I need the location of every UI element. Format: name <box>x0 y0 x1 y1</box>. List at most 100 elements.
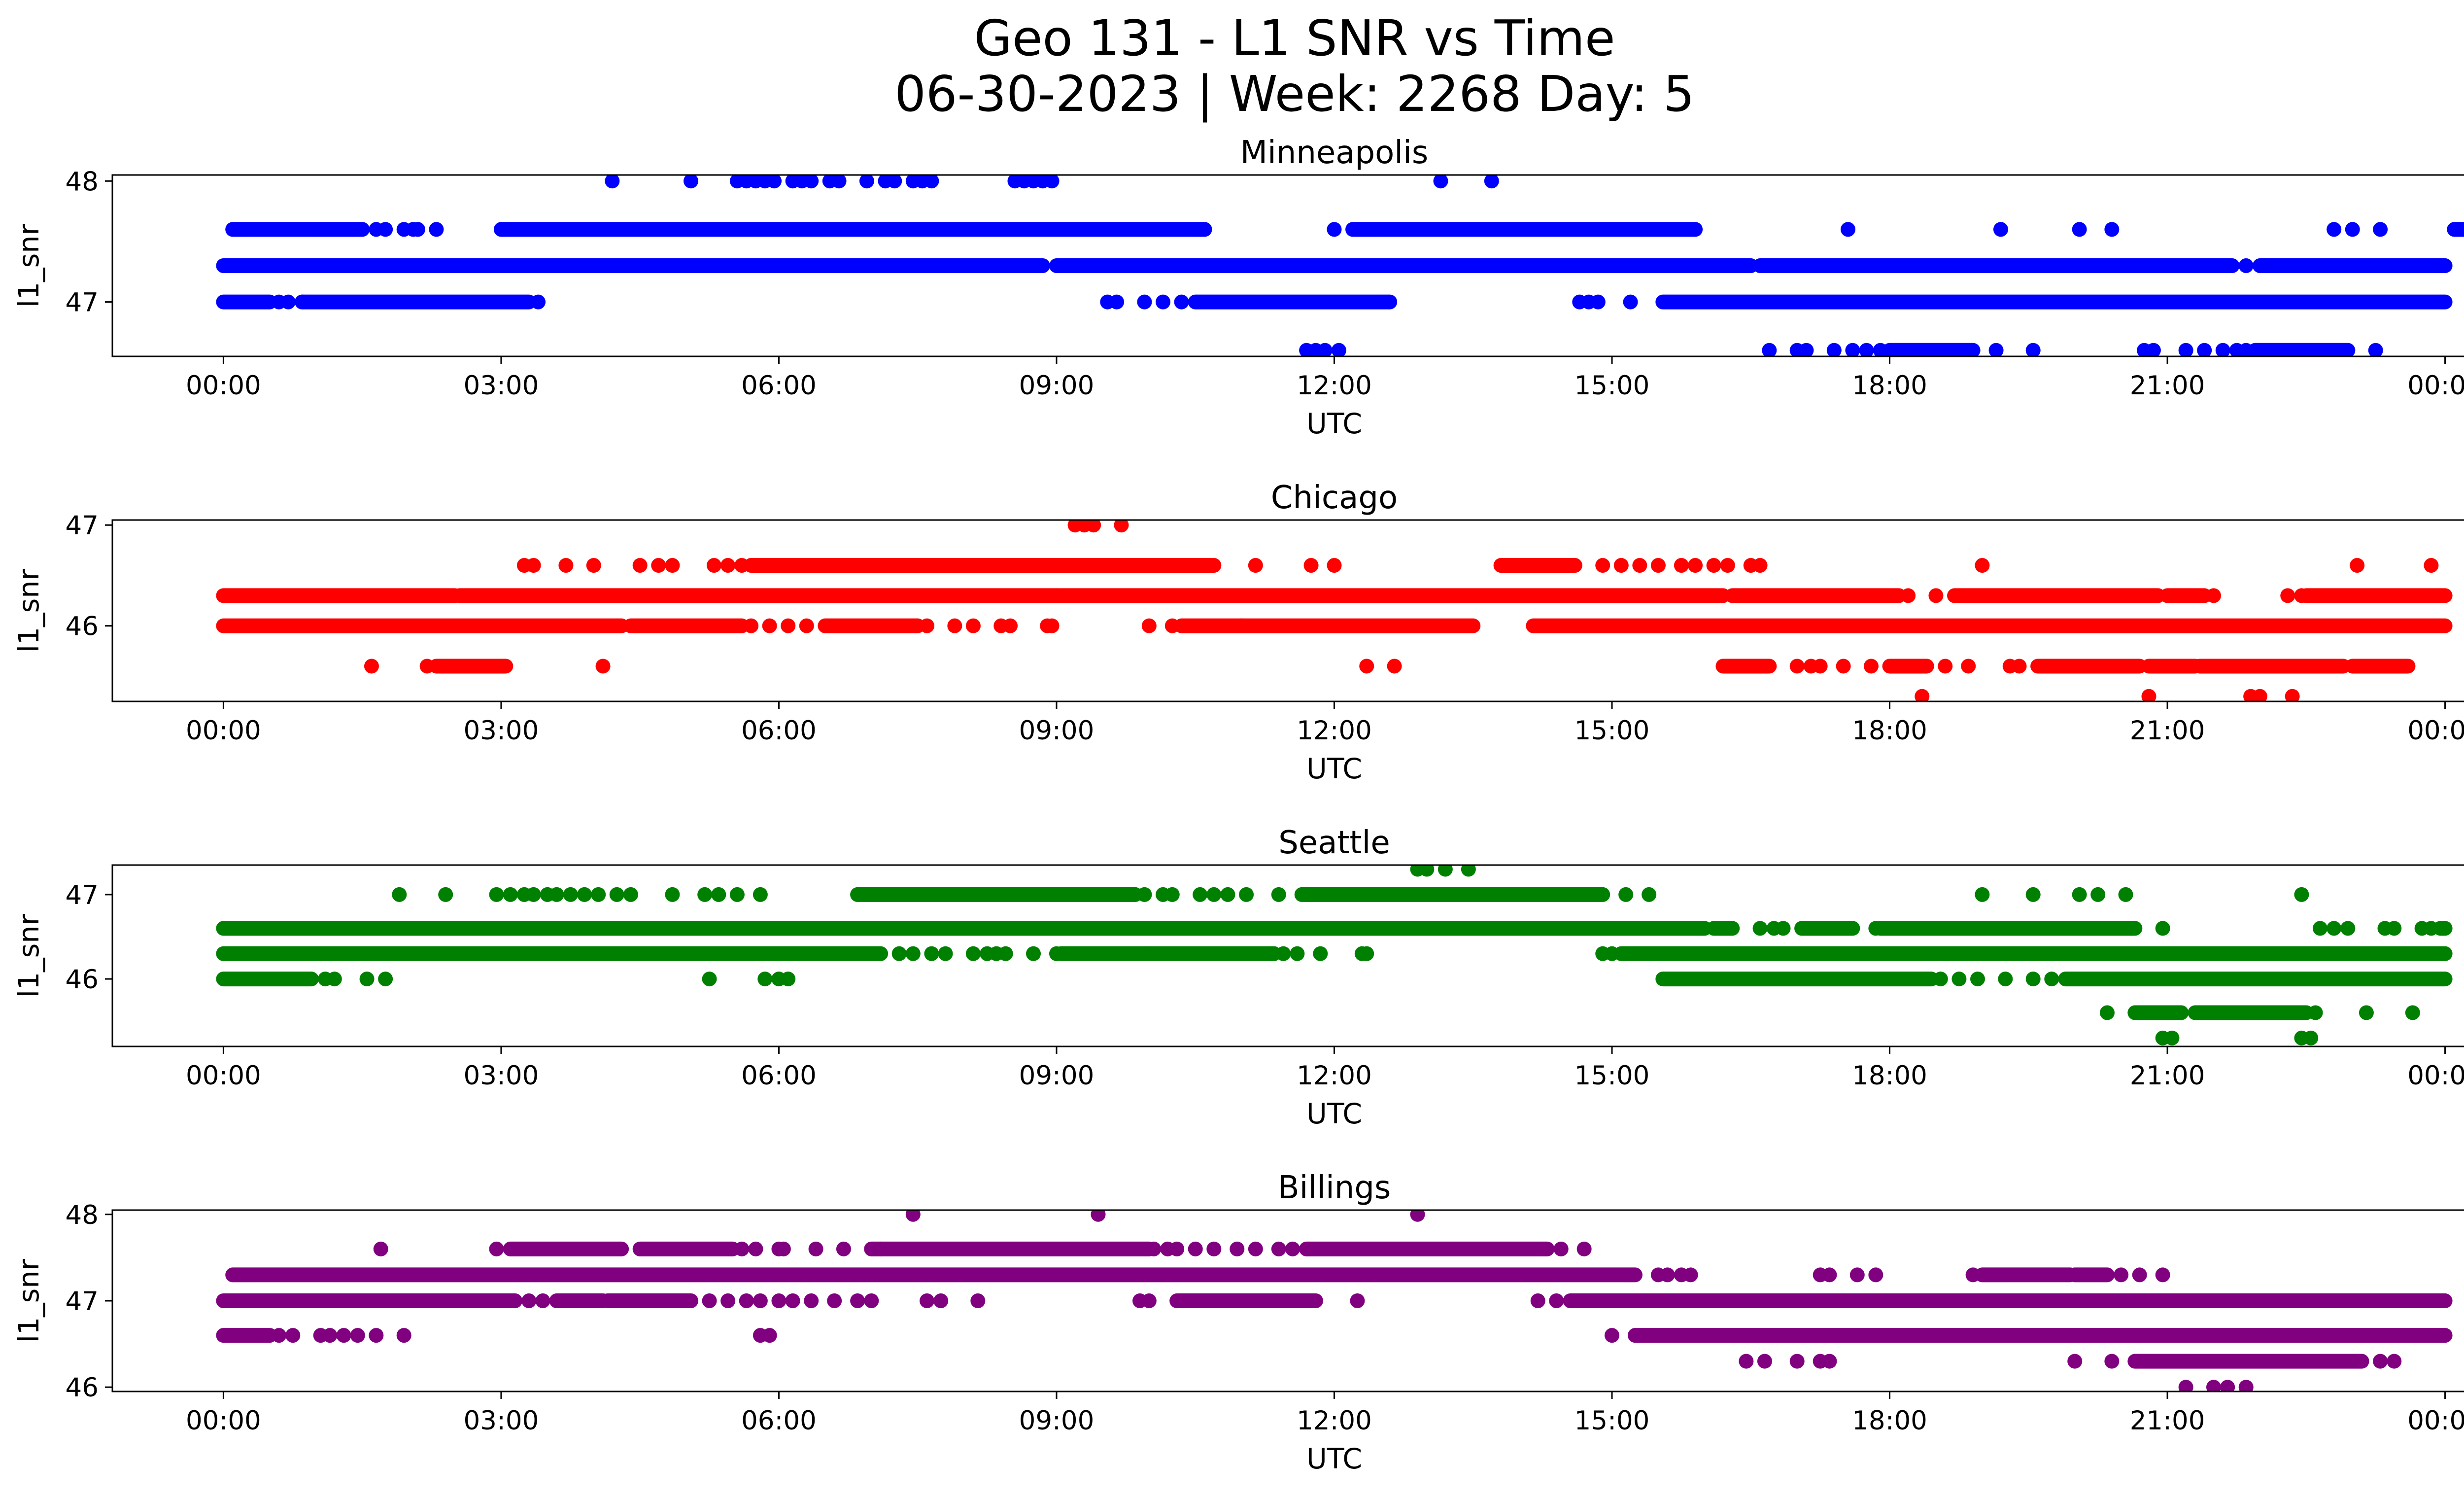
data-point-46-1 <box>327 972 342 987</box>
data-point-46-6 <box>965 618 981 633</box>
data-point-45.6-1 <box>2308 1005 2323 1020</box>
data-point-47-9 <box>827 1293 842 1308</box>
data-point-46.3-7 <box>998 946 1013 961</box>
data-point-47.3-10 <box>2132 1267 2147 1283</box>
data-point-46.6-17 <box>2215 343 2230 356</box>
data-point-46.6-23 <box>1975 558 1990 573</box>
data-point-46.3-2 <box>924 946 939 961</box>
x-tick-label: 09:00 <box>1019 1061 1095 1091</box>
data-point-46-0 <box>2178 1380 2193 1391</box>
data-point-46.6-15 <box>2178 343 2193 356</box>
data-point-46.6-9 <box>734 558 750 573</box>
data-point-46.6-1 <box>285 1328 301 1343</box>
data-point-47-11 <box>864 1293 879 1308</box>
data-point-47.3-8 <box>1965 1267 1981 1283</box>
data-point-48-1 <box>684 175 699 189</box>
data-point-46-12 <box>2025 972 2041 987</box>
data-point-46.6-3 <box>322 1328 338 1343</box>
data-point-47-11 <box>609 887 624 902</box>
data-point-46.6-11 <box>1303 558 1319 573</box>
figure-title-line2: 06-30-2023 | Week: 2268 Day: 5 <box>894 65 1694 123</box>
data-point-46.6-3 <box>586 558 601 573</box>
data-point-46-1 <box>2206 1380 2221 1391</box>
data-point-46-8 <box>1003 618 1018 633</box>
data-point-47.6-8 <box>1993 222 2008 237</box>
data-point-46-13 <box>1234 618 1249 633</box>
data-point-46.6-19 <box>1706 558 1721 573</box>
data-point-45.3-1 <box>2164 1030 2180 1045</box>
data-point-48-17 <box>924 175 939 189</box>
data-point-47-30 <box>2072 887 2087 902</box>
data-point-47-29 <box>2025 887 2041 902</box>
data-point-46.6-16 <box>1650 558 1666 573</box>
data-point-45.6-10 <box>1938 659 1953 674</box>
data-point-46.6-22 <box>1752 558 1768 573</box>
x-tick-label: 00:00 <box>2407 371 2464 401</box>
data-point-47-11 <box>1590 294 1606 310</box>
y-axis-label: l1_snr <box>13 914 45 998</box>
data-point-46-9 <box>1951 972 1967 987</box>
data-point-46.3-8 <box>1026 946 1041 961</box>
data-point-47.3-1 <box>1660 1267 1675 1283</box>
data-point-47-0 <box>521 1293 537 1308</box>
data-point-47-1 <box>438 887 453 902</box>
data-point-47-1 <box>535 1293 550 1308</box>
data-point-47.6-16 <box>1271 1241 1286 1256</box>
data-point-46.6-5 <box>2313 921 2328 936</box>
data-point-46.6-0 <box>1752 921 1768 936</box>
data-point-46.6-20 <box>2368 343 2383 356</box>
data-point-47-6 <box>1137 294 1152 310</box>
data-point-47-17 <box>1350 1293 1365 1308</box>
data-point-47-13 <box>933 1293 949 1308</box>
data-point-47.6-9 <box>1146 1241 1162 1256</box>
data-point-47-12 <box>920 1293 934 1308</box>
data-point-46.6-6 <box>665 558 680 573</box>
data-point-47-12 <box>1623 294 1638 310</box>
data-point-46.6-11 <box>2424 921 2439 936</box>
y-tick-label: 47 <box>66 1286 99 1317</box>
data-point-47.6-15 <box>1248 1241 1263 1256</box>
data-point-48-22 <box>1044 175 1060 189</box>
x-axis-label: UTC <box>1306 1443 1362 1475</box>
data-point-47-12 <box>623 887 638 902</box>
x-tick-label: 18:00 <box>1852 371 1927 401</box>
data-point-46-5 <box>757 972 773 987</box>
x-tick-label: 15:00 <box>1574 1061 1650 1091</box>
data-point-46.3-1 <box>905 946 921 961</box>
x-tick-label: 06:00 <box>741 1061 817 1091</box>
data-point-48-0 <box>605 175 620 189</box>
data-point-47-10 <box>591 887 606 902</box>
data-point-47-13 <box>665 887 680 902</box>
data-point-47-19 <box>1549 1293 1564 1308</box>
y-tick-label: 47 <box>66 288 99 318</box>
data-point-47-26 <box>1618 887 1634 902</box>
data-point-46-8 <box>1933 972 1948 987</box>
figure-title-line1: Geo 131 - L1 SNR vs Time <box>974 9 1615 67</box>
data-point-46.3-7 <box>2373 1354 2388 1369</box>
data-point-45.6-8 <box>1836 659 1851 674</box>
x-tick-label: 18:00 <box>1852 716 1927 746</box>
x-tick-label: 06:00 <box>741 1406 817 1436</box>
data-point-47-32 <box>2118 887 2133 902</box>
data-point-46-3 <box>799 618 814 633</box>
data-point-47.3-9 <box>2114 1267 2129 1283</box>
x-tick-label: 12:00 <box>1297 1406 1372 1436</box>
y-tick-label: 48 <box>66 1200 99 1230</box>
y-axis-label: l1_snr <box>13 569 45 653</box>
data-point-45.3-3 <box>2303 1030 2319 1045</box>
data-point-47.3-11 <box>2155 1267 2170 1283</box>
data-point-46.6-14 <box>2146 343 2161 356</box>
data-point-45.3-4 <box>2285 689 2300 701</box>
data-point-48-11 <box>831 175 847 189</box>
data-point-47.3-1 <box>2322 258 2337 273</box>
x-tick-label: 09:00 <box>1019 1406 1095 1436</box>
data-point-47.6-18 <box>1553 1241 1569 1256</box>
x-tick-label: 00:00 <box>186 716 261 746</box>
data-point-48-24 <box>1484 175 1499 189</box>
x-tick-label: 00:00 <box>2407 1061 2464 1091</box>
data-point-46-3 <box>378 972 393 987</box>
data-point-46.3-1 <box>1757 1354 1772 1369</box>
data-point-46.6-6 <box>369 1328 384 1343</box>
data-point-47-7 <box>549 887 564 902</box>
